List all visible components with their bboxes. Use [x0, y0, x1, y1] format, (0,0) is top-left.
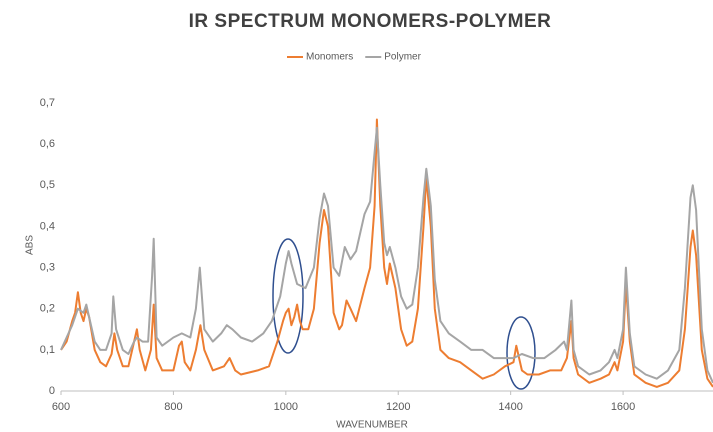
y-tick-label: 0,7: [40, 97, 55, 109]
x-tick-label: 1200: [386, 401, 410, 413]
series-line: [60, 126, 713, 384]
x-tick-label: 600: [52, 401, 70, 413]
y-tick-label: 0,3: [40, 261, 55, 273]
y-tick-label: 0,6: [40, 138, 55, 150]
y-tick-label: 0,5: [40, 179, 55, 191]
y-tick-label: 0,4: [40, 220, 55, 232]
x-tick-label: 1600: [611, 401, 635, 413]
series-line: [60, 118, 713, 388]
y-axis-label: ABS: [25, 235, 36, 255]
y-tick-label: 0,2: [40, 303, 55, 315]
x-axis-label: WAVENUMBER: [336, 420, 408, 431]
y-tick-label: 0,1: [40, 344, 55, 356]
y-tick-label: 0: [49, 385, 55, 397]
annotation-ellipse: [272, 238, 304, 354]
x-tick-label: 1000: [274, 401, 298, 413]
x-tick-label: 1400: [498, 401, 522, 413]
legend-label: Monomers: [306, 52, 353, 63]
chart-title: IR SPECTRUM MONOMERS-POLYMER: [189, 11, 552, 32]
x-tick-label: 800: [164, 401, 182, 413]
annotation-ellipse: [506, 316, 536, 390]
legend-label: Polymer: [384, 52, 421, 63]
